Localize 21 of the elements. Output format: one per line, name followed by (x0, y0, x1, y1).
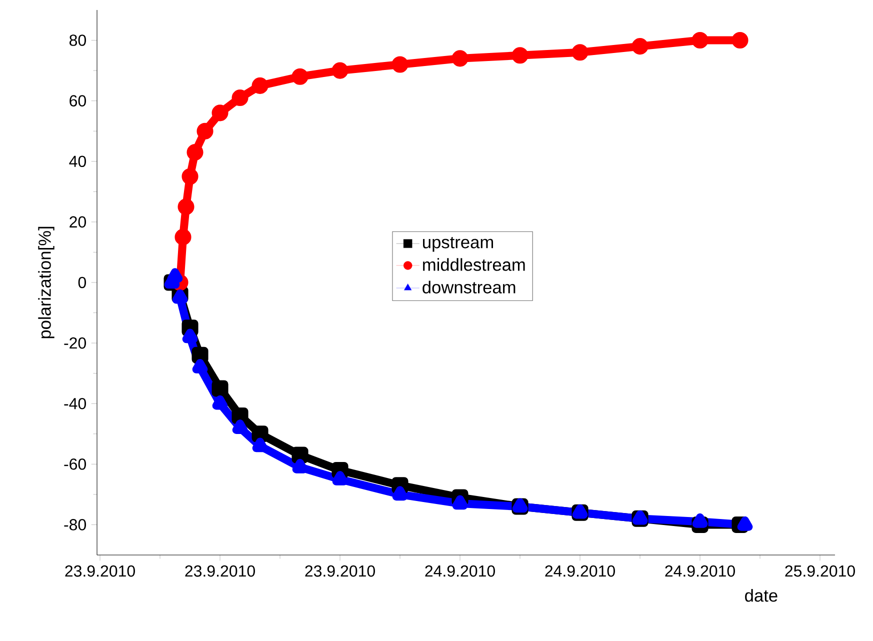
x-tick-label: 24.9.2010 (545, 565, 615, 577)
x-tick-label: 25.9.2010 (785, 565, 855, 577)
y-axis-title: polarization[%] (38, 226, 54, 338)
y-tick-label: 60 (70, 95, 86, 106)
legend-label: downstream (422, 280, 516, 294)
x-tick-label: 23.9.2010 (305, 565, 375, 577)
y-tick-label: -40 (64, 398, 86, 410)
y-tick-label: -80 (64, 519, 86, 530)
x-tick-label: 23.9.2010 (65, 565, 135, 577)
x-tick-label: 24.9.2010 (425, 565, 495, 577)
x-tick-label: 24.9.2010 (665, 565, 735, 577)
x-axis-title: date (745, 589, 778, 602)
legend-label: middlestream (423, 258, 525, 271)
legend-label: upstream (423, 236, 494, 252)
x-tick-label: 23.9.2010 (185, 565, 255, 577)
y-tick-label: -20 (64, 337, 86, 349)
y-tick-label: -60 (64, 458, 86, 470)
y-tick-label: 0 (78, 276, 86, 288)
y-tick-label: 20 (70, 216, 86, 228)
y-tick-label: 40 (69, 156, 86, 168)
y-tick-label: 80 (70, 34, 86, 46)
